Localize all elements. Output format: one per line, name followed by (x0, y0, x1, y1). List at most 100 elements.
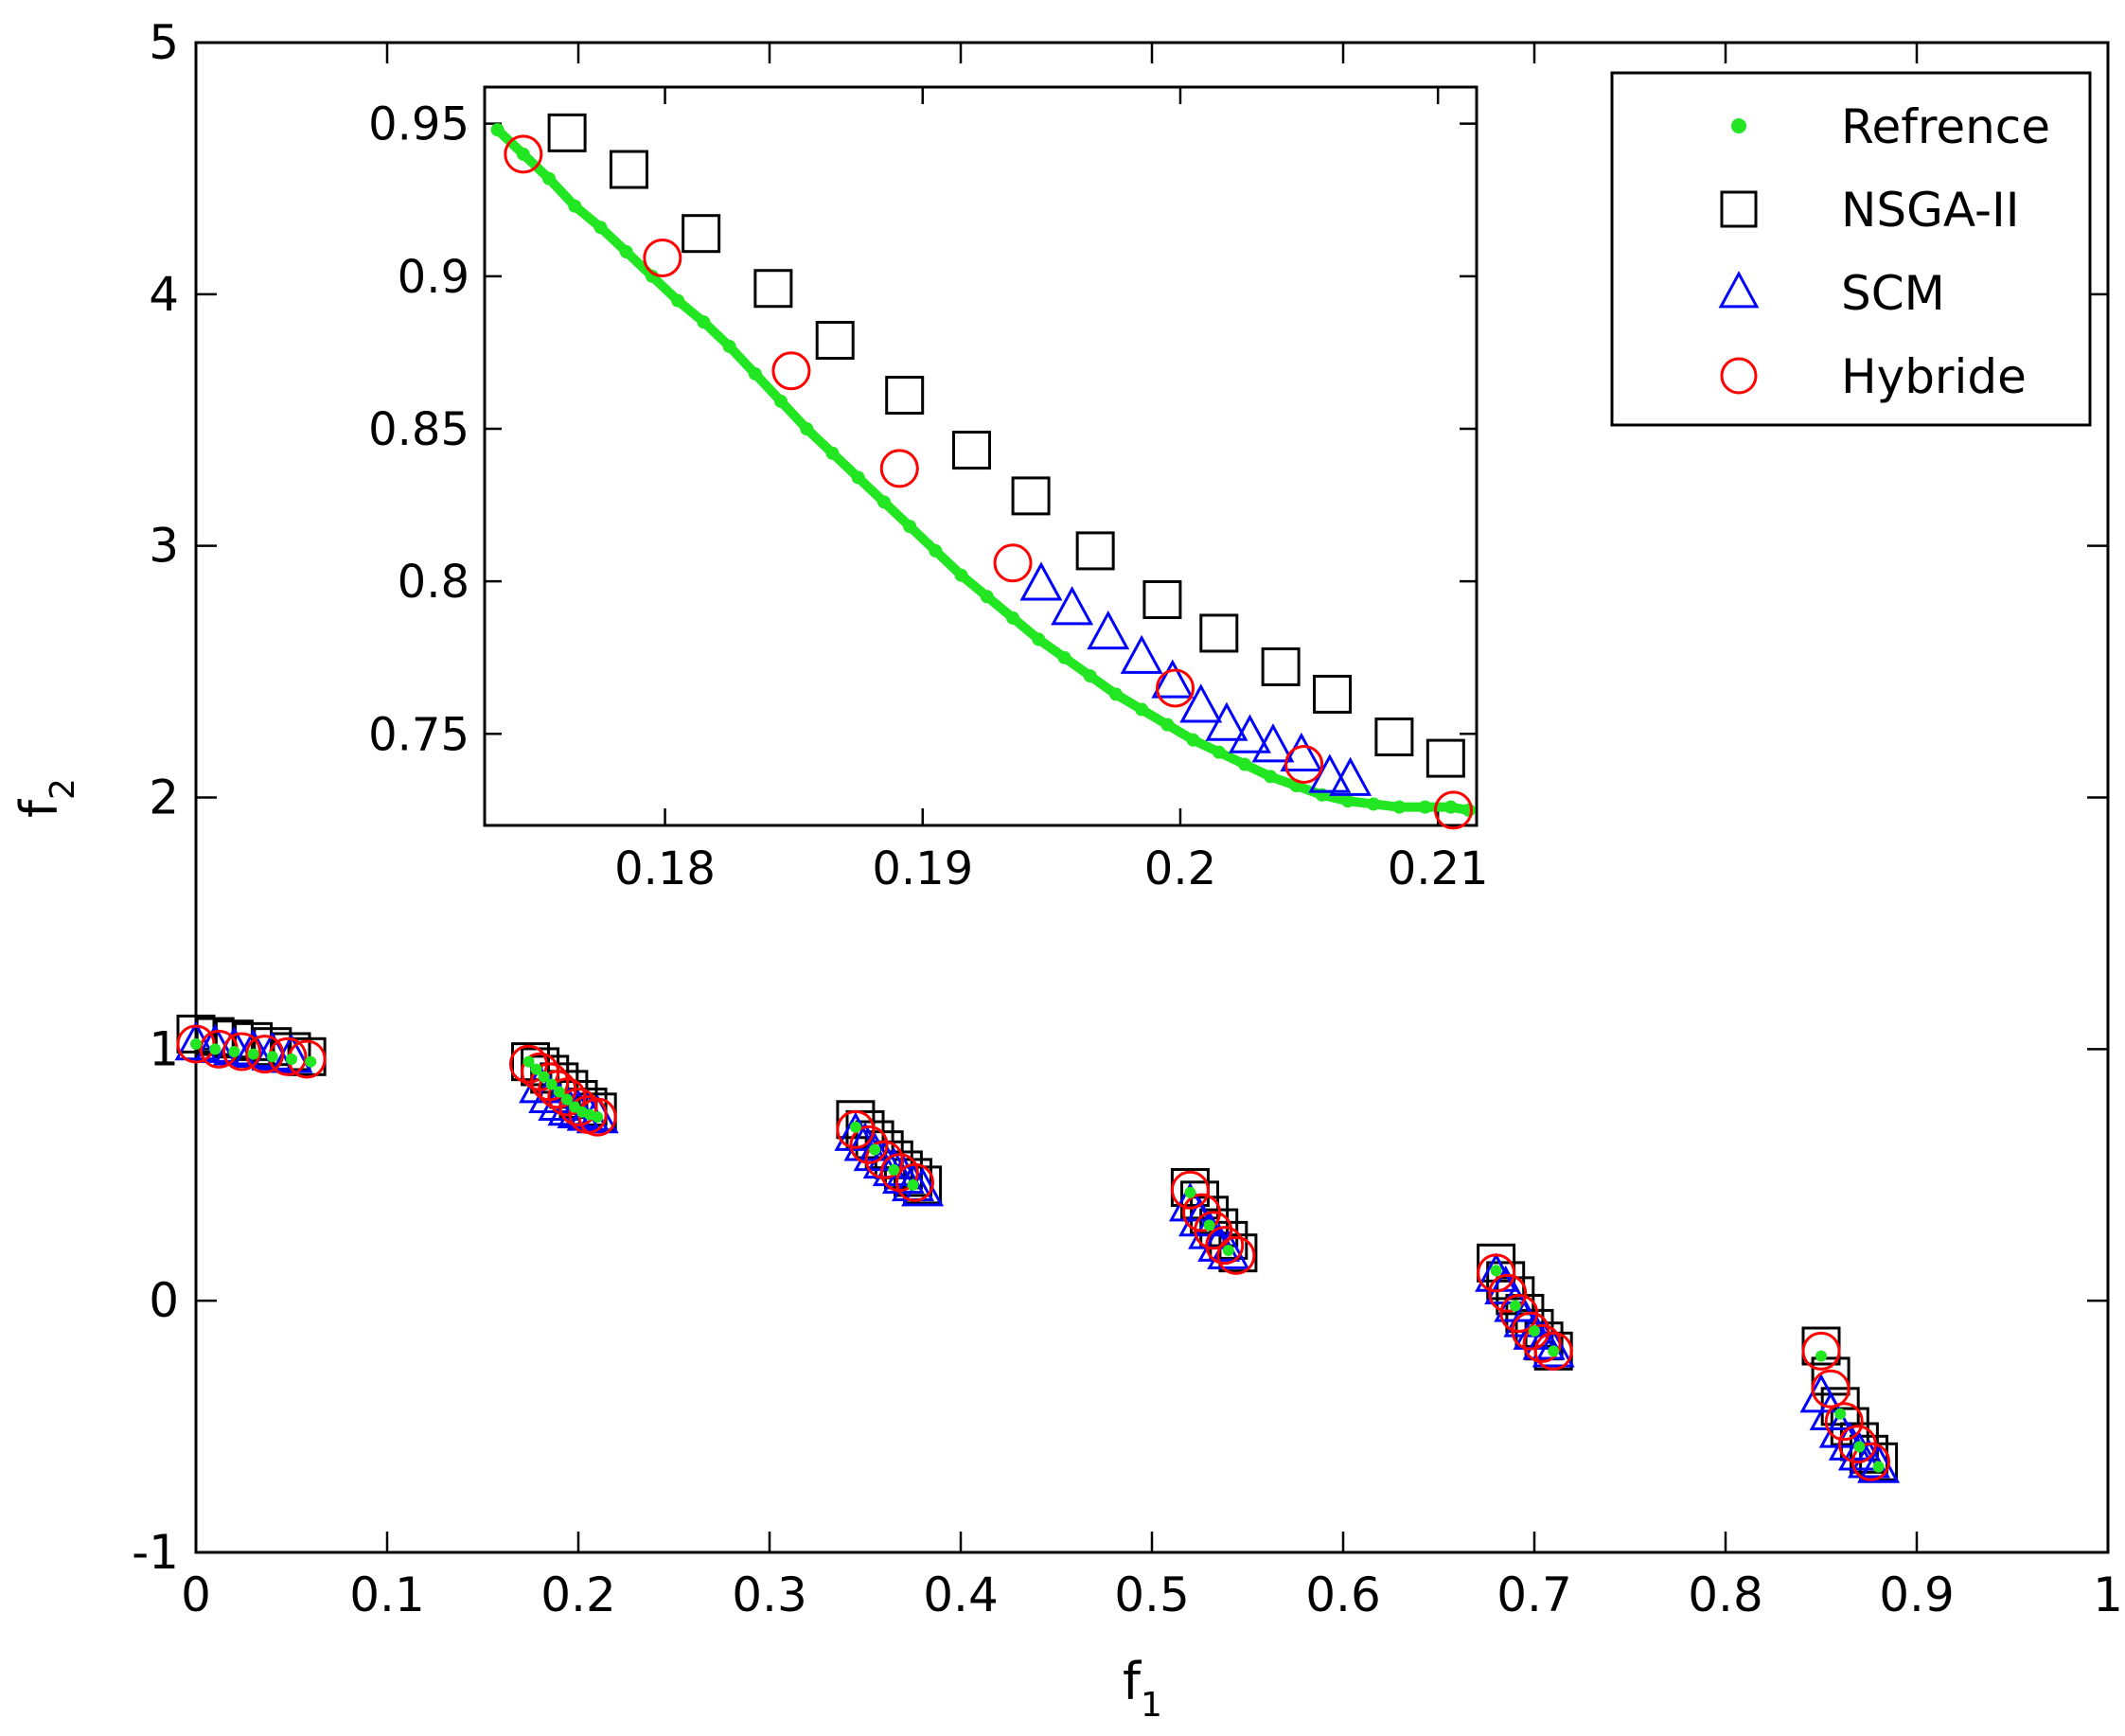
data-point (1108, 687, 1123, 701)
y-axis-label: f2 (9, 778, 82, 818)
data-point (1120, 634, 1163, 674)
legend-entry-refrence: Refrence (1731, 99, 2050, 154)
data-point (834, 1111, 877, 1151)
legend-box (1610, 71, 2092, 427)
data-point (1057, 650, 1071, 664)
main-data-points (174, 1014, 1901, 1483)
data-point (619, 245, 633, 259)
data-point (1205, 1226, 1245, 1266)
data-point (753, 269, 793, 309)
data-point (929, 543, 943, 558)
main-y-tick-label: 5 (149, 15, 179, 70)
data-point (1179, 683, 1223, 723)
main-y-tick-label: 3 (149, 519, 179, 574)
legend-marker (1720, 357, 1758, 395)
data-point (1851, 1442, 1891, 1481)
data-point (286, 1053, 297, 1065)
main-x-tick-label: 0.7 (1496, 1568, 1572, 1622)
data-point (1511, 1311, 1550, 1351)
data-point (221, 1032, 261, 1072)
data-point (538, 1071, 550, 1083)
data-point (1392, 800, 1407, 814)
inset-x-tick-label: 0.19 (872, 842, 973, 895)
data-point (1170, 1170, 1210, 1210)
data-point (553, 1086, 565, 1098)
legend-label: Refrence (1841, 99, 2050, 154)
data-point (1228, 714, 1271, 753)
data-point (516, 147, 530, 161)
data-point (1477, 1253, 1516, 1293)
data-point (568, 199, 582, 213)
x-axis-label: f1 (1123, 1652, 1162, 1725)
data-point (903, 520, 917, 534)
data-point (504, 134, 543, 174)
legend-entry-nsga-ii: NSGA-II (1720, 183, 2020, 238)
data-point (815, 321, 855, 361)
data-point (869, 1143, 881, 1156)
legend: Refrence NSGA-II SCM Hybride (1610, 71, 2092, 427)
data-point (1367, 797, 1381, 811)
data-point (1374, 717, 1414, 757)
main-series-hybride (176, 1024, 1891, 1481)
data-point (1261, 647, 1301, 686)
data-point (1811, 1369, 1851, 1408)
inset-y-tick-label: 0.8 (398, 556, 469, 609)
data-point (879, 449, 919, 488)
data-point (577, 1097, 617, 1137)
main-x-tick-label: 0.6 (1305, 1568, 1381, 1622)
data-point (1522, 1320, 1566, 1360)
data-point (671, 293, 685, 308)
data-point (1532, 1328, 1575, 1368)
data-point (877, 495, 891, 509)
data-point (1853, 1441, 1866, 1453)
data-point (1872, 1461, 1885, 1473)
data-point (1824, 1402, 1864, 1442)
data-point (1418, 800, 1432, 814)
data-point (1006, 611, 1020, 625)
inset-y-tick-label: 0.85 (368, 403, 469, 456)
data-point (1834, 1408, 1847, 1420)
data-point (1509, 1300, 1521, 1312)
main-x-tick-label: 0.3 (732, 1568, 807, 1622)
data-point (609, 150, 648, 189)
main-x-tick-label: 0.8 (1688, 1568, 1763, 1622)
data-point (1490, 1265, 1502, 1277)
legend-entry-hybride: Hybride (1720, 349, 2027, 404)
main-y-tick-label: 2 (149, 771, 179, 825)
inset-ticks: 0.18 0.19 0.2 0.21 0.75 0.8 0.85 0.9 0.95 (368, 87, 1489, 895)
data-point (522, 1055, 535, 1068)
data-point (1051, 586, 1094, 626)
legend-label: Hybride (1841, 349, 2027, 404)
data-point (1529, 1325, 1540, 1337)
data-point (980, 590, 994, 604)
main-x-tick-label: 1 (2093, 1568, 2123, 1622)
data-point (1184, 1186, 1196, 1198)
data-point (545, 1078, 558, 1090)
data-point (266, 1051, 278, 1063)
data-point (800, 421, 814, 435)
data-point (1264, 770, 1278, 784)
inset-plot-frame (483, 85, 1479, 827)
data-point (245, 1035, 285, 1074)
data-point (1329, 756, 1372, 796)
data-point (836, 1109, 876, 1149)
inset-x-tick-label: 0.21 (1388, 842, 1489, 895)
data-point (228, 1045, 240, 1057)
main-y-tick-label: -1 (132, 1525, 179, 1580)
data-point (560, 1093, 573, 1106)
legend-entry-scm: SCM (1718, 266, 1945, 321)
data-point (771, 351, 811, 391)
data-point (1075, 531, 1115, 571)
data-point (1032, 632, 1046, 647)
main-x-tick-label: 0.1 (349, 1568, 425, 1622)
data-point (1087, 610, 1130, 650)
main-y-tick-label: 4 (149, 267, 179, 322)
data-point (593, 221, 608, 235)
data-point (1848, 1439, 1890, 1479)
data-point (849, 1125, 889, 1164)
data-point (1837, 1431, 1881, 1471)
data-point (895, 1162, 935, 1202)
inset-x-tick-label: 0.18 (614, 842, 716, 895)
data-point (558, 1087, 598, 1126)
